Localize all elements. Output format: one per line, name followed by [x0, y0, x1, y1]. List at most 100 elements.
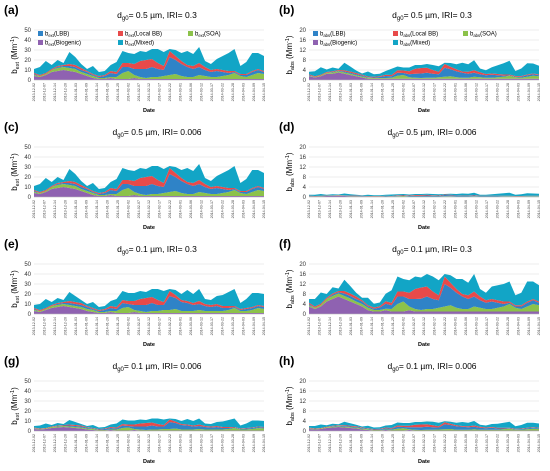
x-tick-label: 2014-03-17	[210, 83, 214, 101]
x-tick-label: 2014-02-22	[443, 434, 447, 452]
y-tick-label: 20	[24, 175, 31, 181]
y-tick-label: 10	[24, 302, 31, 308]
y-tick-label: 8	[303, 58, 307, 64]
y-tick-label: 20	[24, 409, 31, 415]
x-tick-label: 2014-02-02	[126, 83, 130, 101]
x-tick-label: 2014-01-20	[380, 83, 384, 101]
x-tick-label: 2014-03-06	[189, 434, 193, 452]
area-series-lbb	[34, 57, 264, 78]
y-tick-label: 50	[24, 28, 31, 34]
x-tick-label: 2014-03-01	[179, 83, 183, 101]
area-series-lbb	[309, 195, 539, 197]
x-tick-label: 2014-03-28	[231, 200, 235, 218]
x-tick-label: 2014-04-15	[262, 200, 266, 218]
x-tick-label: 2014-01-03	[74, 434, 78, 452]
y-tick-label: 20	[299, 145, 306, 151]
chart-svg: (f) dg0= 0.1 µm, IRI= 0.3 0 4 8 12 16 20 2013-12…	[279, 237, 541, 348]
x-tick-label: 2014-01-20	[105, 317, 109, 335]
x-tick-label: 2014-03-12	[474, 317, 478, 335]
x-tick-label: 2014-02-17	[433, 434, 437, 452]
y-tick-label: 0	[28, 429, 32, 435]
x-tick-label: 2014-03-12	[474, 434, 478, 452]
x-tick-label: 2014-03-12	[199, 434, 203, 452]
y-tick-label: 10	[24, 419, 31, 425]
x-tick-label: 2014-02-02	[401, 200, 405, 218]
area-series-mixed	[309, 274, 539, 308]
x-tick-label: 2014-03-06	[464, 317, 468, 335]
y-tick-label: 16	[299, 155, 306, 161]
x-tick-label: 2014-01-09	[359, 200, 363, 218]
chart-svg: (d) dg0= 0.5 µm, IRI= 0.006 0 4 8 12 16 20 2013-…	[279, 120, 541, 231]
x-tick-label: 2013-12-02	[32, 317, 36, 335]
y-tick-label: 30	[24, 399, 31, 405]
x-tick-label: 2014-03-17	[485, 200, 489, 218]
x-tick-label: 2014-02-02	[401, 434, 405, 452]
x-tick-label: 2013-12-14	[328, 317, 332, 335]
x-tick-label: 2014-03-17	[210, 317, 214, 335]
x-tick-label: 2014-01-14	[370, 317, 374, 335]
y-tick-label: 40	[24, 38, 31, 44]
legend-swatch	[393, 31, 398, 36]
x-tick-label: 2014-02-12	[422, 200, 426, 218]
x-tick-label: 2014-01-14	[95, 434, 99, 452]
x-tick-label: 2014-01-14	[95, 200, 99, 218]
panel-title: dg0= 0.5 µm, IRI= 0.006	[387, 127, 476, 139]
x-tick-label: 2014-04-09	[527, 83, 531, 101]
y-tick-label: 50	[24, 145, 31, 151]
legend-label: babs(LBB)	[320, 32, 345, 39]
x-tick-label: 2014-04-15	[537, 83, 541, 101]
x-tick-label: 2013-12-02	[307, 434, 311, 452]
y-tick-label: 0	[28, 78, 32, 84]
x-tick-label: 2014-03-17	[485, 83, 489, 101]
chart-panel: (h) dg0= 0.1 µm, IRI= 0.006 0 4 8 12 16 20 2013-…	[275, 351, 550, 468]
legend-swatch	[118, 40, 123, 45]
x-tick-label: 2014-03-22	[495, 83, 499, 101]
panel-title: dg0= 0.1 µm, IRI= 0.3	[117, 244, 197, 256]
y-axis-label: babs (Mm-1)	[285, 269, 296, 308]
area-series-soa	[309, 293, 539, 312]
x-tick-label: 2014-02-07	[412, 434, 416, 452]
legend-label: bext(Biogenic)	[45, 41, 81, 48]
y-tick-label: 4	[303, 185, 307, 191]
y-tick-label: 0	[28, 195, 32, 201]
legend-swatch	[118, 31, 123, 36]
area-series-local-bb	[309, 64, 539, 78]
x-tick-label: 2014-03-06	[464, 434, 468, 452]
x-tick-label: 2014-01-14	[370, 83, 374, 101]
y-tick-label: 16	[299, 272, 306, 278]
x-tick-label: 2014-03-22	[220, 200, 224, 218]
x-tick-label: 2014-02-02	[126, 434, 130, 452]
area-series-soa	[34, 426, 264, 431]
x-axis-label: Date	[143, 225, 155, 231]
panel-label: (d)	[279, 120, 294, 134]
x-tick-label: 2013-12-14	[53, 83, 57, 101]
y-tick-label: 4	[303, 302, 307, 308]
x-tick-label: 2013-12-07	[43, 83, 47, 101]
y-axis-label: babs (Mm-1)	[285, 386, 296, 425]
legend-swatch	[38, 31, 43, 36]
x-tick-label: 2013-12-07	[318, 200, 322, 218]
x-tick-label: 2014-01-03	[349, 317, 353, 335]
x-tick-label: 2014-04-15	[537, 200, 541, 218]
x-tick-label: 2014-03-22	[220, 83, 224, 101]
panel-label: (c)	[4, 120, 19, 134]
y-tick-label: 20	[24, 58, 31, 64]
area-series-local-bb	[34, 419, 264, 430]
x-tick-label: 2014-04-03	[241, 200, 245, 218]
x-tick-label: 2013-12-02	[32, 83, 36, 101]
x-axis-label: Date	[143, 342, 155, 348]
x-tick-label: 2014-01-20	[105, 83, 109, 101]
area-series-local-bb	[309, 422, 539, 430]
x-tick-label: 2014-01-14	[370, 434, 374, 452]
x-tick-label: 2014-02-07	[412, 317, 416, 335]
y-tick-label: 8	[303, 175, 307, 181]
y-tick-label: 16	[299, 38, 306, 44]
area-series-biogenic	[34, 427, 264, 431]
legend-swatch	[313, 40, 318, 45]
x-tick-label: 2013-12-14	[328, 83, 332, 101]
y-tick-label: 12	[299, 165, 306, 171]
x-tick-label: 2014-04-03	[241, 434, 245, 452]
x-tick-label: 2013-12-20	[64, 200, 68, 218]
x-tick-label: 2013-12-02	[32, 434, 36, 452]
y-tick-label: 0	[303, 312, 307, 318]
